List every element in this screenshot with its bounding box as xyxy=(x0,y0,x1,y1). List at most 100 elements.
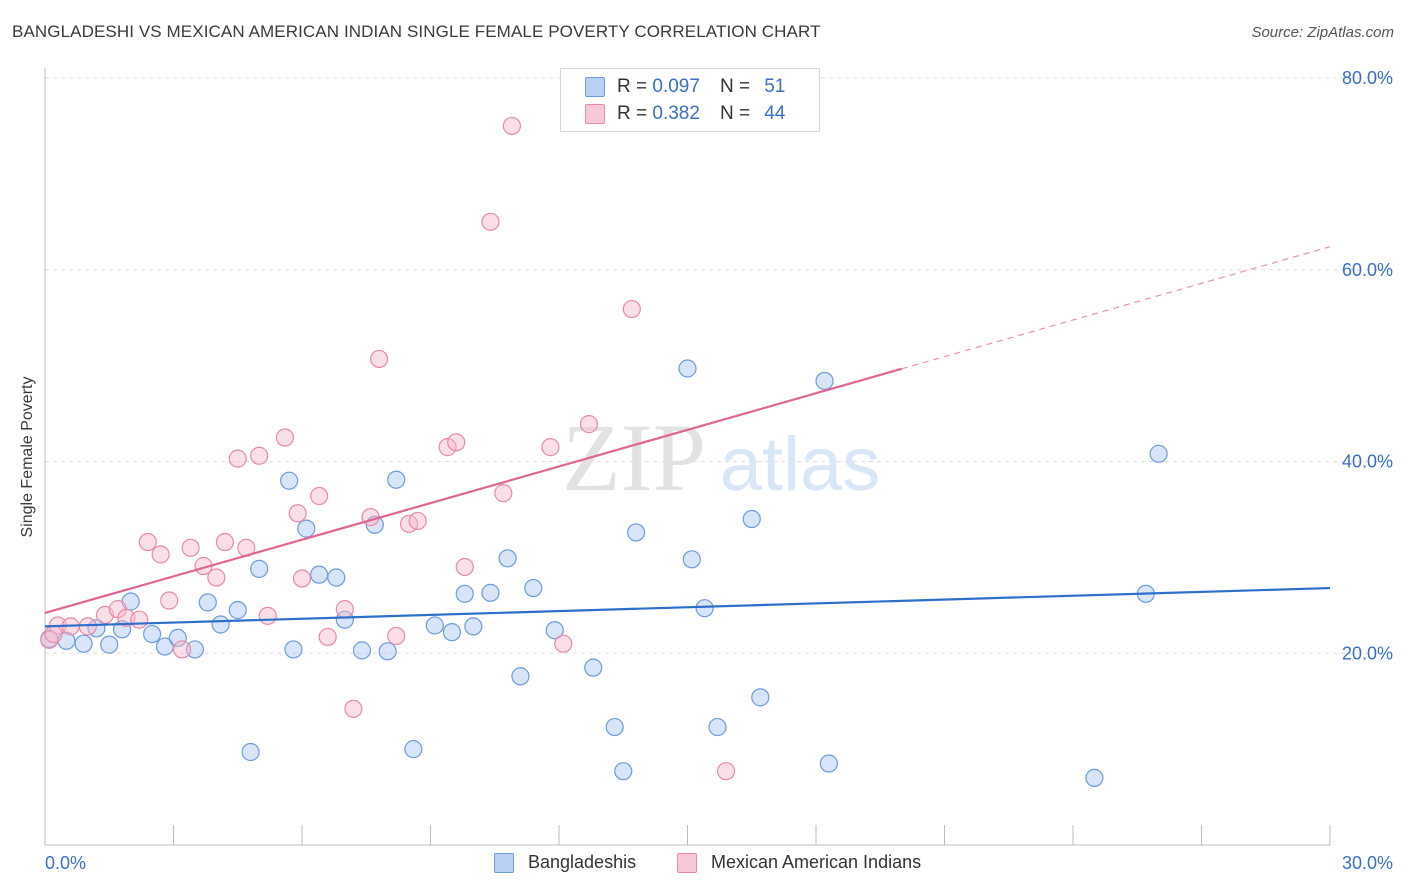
data-point xyxy=(344,699,363,718)
data-point xyxy=(387,626,406,646)
x-tick-label: 30.0% xyxy=(1342,853,1393,873)
x-tick-label: 0.0% xyxy=(45,853,86,873)
data-point xyxy=(455,557,474,577)
legend-n-value: 44 xyxy=(764,103,786,124)
data-point xyxy=(207,568,226,587)
data-point xyxy=(292,569,312,588)
data-point xyxy=(228,601,247,620)
data-point xyxy=(408,511,427,531)
legend-r-value: 0.097 xyxy=(652,76,700,97)
data-point xyxy=(614,762,633,781)
data-point xyxy=(288,504,307,523)
legend-row-mexican-american-indians: R = 0.382 N = 44 xyxy=(585,101,785,127)
data-point xyxy=(352,641,372,660)
data-point xyxy=(335,600,354,619)
data-point xyxy=(708,717,727,737)
data-point xyxy=(258,606,277,625)
legend-n-value: 51 xyxy=(764,76,786,97)
data-point xyxy=(481,583,500,602)
correlation-legend: R = 0.097 N = 51 R = 0.382 N = 44 xyxy=(560,68,820,132)
data-point xyxy=(481,212,500,231)
data-point xyxy=(622,299,641,319)
data-point xyxy=(228,449,247,468)
data-point xyxy=(310,486,329,506)
legend-r-label: R = xyxy=(617,103,648,124)
data-point xyxy=(172,640,192,659)
data-point xyxy=(151,545,170,564)
data-point xyxy=(438,438,457,457)
data-point xyxy=(425,616,444,635)
y-tick-label: 20.0% xyxy=(1342,643,1393,663)
data-point xyxy=(524,578,543,598)
data-point xyxy=(1085,768,1104,787)
data-point xyxy=(378,642,397,661)
data-point xyxy=(819,754,838,773)
data-point xyxy=(502,116,521,136)
data-point xyxy=(447,433,466,452)
data-point xyxy=(605,717,624,737)
legend-item-mexican-american-indians: Mexican American Indians xyxy=(677,852,921,873)
data-point xyxy=(498,549,517,568)
data-point xyxy=(78,617,97,636)
data-point xyxy=(185,640,205,659)
data-point xyxy=(211,615,230,634)
legend-label: Mexican American Indians xyxy=(711,852,922,872)
legend-swatch-pink xyxy=(585,104,605,124)
axes xyxy=(44,68,1331,846)
data-point xyxy=(44,624,63,644)
data-point xyxy=(100,635,119,654)
legend-row-bangladeshis: R = 0.097 N = 51 xyxy=(585,74,785,100)
data-point xyxy=(335,610,354,629)
data-point xyxy=(215,532,234,552)
legend-r-label: R = xyxy=(617,76,648,97)
data-point xyxy=(511,667,530,686)
data-point xyxy=(74,634,93,653)
legend-item-bangladeshis: Bangladeshis xyxy=(494,852,636,873)
legend-swatch-blue xyxy=(494,852,514,873)
watermark-atlas: atlas xyxy=(720,422,881,507)
data-point xyxy=(579,415,599,434)
data-point xyxy=(494,484,513,503)
data-point xyxy=(250,446,269,465)
series-legend: Bangladeshis Mexican American Indians xyxy=(0,852,1406,878)
legend-n-label: N = xyxy=(719,76,751,97)
data-point xyxy=(284,640,303,659)
data-point xyxy=(751,688,770,707)
data-point xyxy=(142,624,162,644)
legend-r-value: 0.382 xyxy=(652,103,700,124)
trend-line-mexican-american-indians-solid xyxy=(44,367,902,615)
chart-title: BANGLADESHI VS MEXICAN AMERICAN INDIAN S… xyxy=(12,22,821,41)
legend-n-label: N = xyxy=(719,103,751,124)
data-point xyxy=(327,568,346,587)
source-credit: Source: ZipAtlas.com xyxy=(1251,24,1394,41)
watermark: ZIP atlas xyxy=(562,404,880,511)
trend-lines xyxy=(44,246,1331,628)
data-point xyxy=(695,599,714,618)
data-point xyxy=(404,740,423,759)
data-point xyxy=(198,593,217,612)
y-tick-label: 60.0% xyxy=(1342,260,1393,280)
y-tick-label: 40.0% xyxy=(1342,452,1393,472)
data-point xyxy=(554,634,573,653)
data-point xyxy=(455,584,474,603)
data-point xyxy=(442,623,462,642)
trend-line-bangladeshis xyxy=(44,586,1331,628)
data-point xyxy=(181,538,200,557)
data-point xyxy=(682,550,701,569)
data-point xyxy=(297,519,316,538)
data-point xyxy=(815,371,834,391)
data-point xyxy=(742,509,761,529)
trend-line-mexican-american-indians-extension xyxy=(901,246,1331,370)
legend-swatch-pink xyxy=(677,852,697,873)
data-point xyxy=(678,359,697,378)
data-point xyxy=(138,532,157,552)
data-point xyxy=(275,428,294,447)
watermark-zip: ZIP xyxy=(562,404,706,511)
data-point xyxy=(160,591,179,610)
data-point xyxy=(464,617,483,636)
legend-label: Bangladeshis xyxy=(528,852,637,872)
legend-swatch-blue xyxy=(585,77,605,97)
data-point xyxy=(250,559,269,578)
y-tick-label: 80.0% xyxy=(1342,68,1393,88)
data-point xyxy=(361,508,380,527)
